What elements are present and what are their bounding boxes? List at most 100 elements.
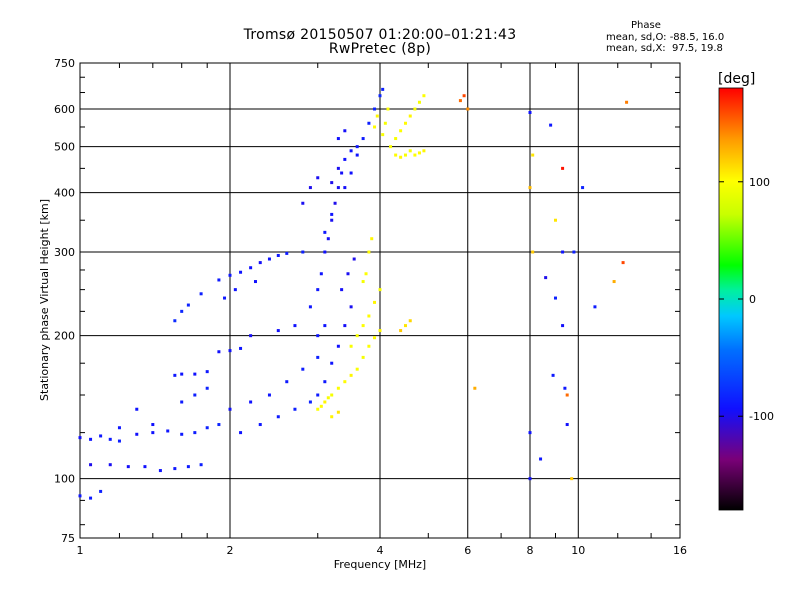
echo-point: [361, 280, 365, 284]
chart-title: Tromsø 20150507 01:20:00–01:21:43: [243, 27, 517, 43]
echo-point: [561, 166, 565, 170]
echo-point: [343, 157, 347, 161]
echo-point: [581, 186, 585, 190]
echo-point: [166, 429, 170, 433]
colorbar-ticks: 100 0 -100: [719, 176, 774, 423]
echo-point: [276, 415, 280, 419]
echo-point: [349, 305, 353, 309]
echo-point: [293, 324, 297, 328]
echo-point: [323, 230, 327, 234]
echo-point: [539, 457, 543, 461]
echo-point: [403, 324, 407, 328]
echo-point: [625, 100, 629, 104]
echo-point: [349, 149, 353, 153]
echo-point: [422, 149, 426, 153]
echo-point: [323, 324, 327, 328]
echo-point: [117, 439, 121, 443]
echo-point: [373, 125, 377, 129]
y-tick-label: 75: [61, 532, 75, 545]
echo-point: [458, 99, 462, 103]
echo-point: [308, 400, 312, 404]
echo-point: [367, 344, 371, 348]
echo-point: [186, 303, 190, 307]
echo-point: [323, 400, 327, 404]
y-tick-label: 600: [54, 103, 75, 116]
y-tick-label: 500: [54, 141, 75, 154]
echo-point: [173, 319, 177, 323]
x-tick-label: 10: [571, 544, 585, 557]
echo-point: [544, 276, 548, 280]
echo-point: [89, 496, 93, 500]
echo-point: [349, 373, 353, 377]
echo-point: [89, 437, 93, 441]
echo-point: [565, 393, 569, 397]
echo-point: [228, 273, 232, 277]
colorbar-tick-label: 0: [749, 293, 756, 306]
echo-point: [228, 407, 232, 411]
echo-point: [78, 436, 82, 440]
echo-point: [330, 181, 334, 185]
echo-point: [399, 155, 403, 159]
echo-point: [336, 186, 340, 190]
echo-point: [367, 121, 371, 125]
echo-point: [462, 94, 466, 98]
echo-points: [78, 87, 629, 500]
echo-point: [561, 324, 565, 328]
echo-point: [108, 437, 112, 441]
echo-point: [373, 107, 377, 111]
echo-point: [330, 415, 334, 419]
echo-point: [249, 334, 253, 338]
echo-point: [570, 477, 574, 481]
echo-point: [528, 110, 532, 114]
echo-point: [258, 261, 262, 265]
echo-point: [239, 346, 243, 350]
echo-point: [381, 87, 385, 91]
y-tick-label: 200: [54, 330, 75, 343]
echo-point: [408, 114, 412, 118]
echo-point: [336, 344, 340, 348]
echo-point: [355, 367, 359, 371]
x-tick-label: 16: [673, 544, 687, 557]
echo-point: [233, 288, 237, 292]
echo-point: [301, 250, 305, 254]
echo-point: [373, 300, 377, 304]
echo-point: [193, 393, 197, 397]
echo-point: [355, 145, 359, 149]
echo-point: [239, 431, 243, 435]
echo-point: [135, 432, 139, 436]
echo-point: [205, 426, 209, 430]
echo-point: [413, 153, 417, 157]
echo-point: [316, 176, 320, 180]
echo-point: [349, 171, 353, 175]
echo-point: [361, 324, 365, 328]
echo-point: [158, 469, 162, 473]
phase-mean-x: mean, sd,X: 97.5, 19.8: [606, 43, 723, 54]
echo-point: [89, 463, 93, 467]
echo-point: [117, 426, 121, 430]
echo-point: [336, 166, 340, 170]
echo-point: [285, 380, 289, 384]
echo-point: [340, 288, 344, 292]
echo-point: [612, 280, 616, 284]
echo-point: [336, 410, 340, 414]
echo-point: [370, 237, 374, 241]
echo-point: [316, 288, 320, 292]
echo-point: [361, 355, 365, 359]
echo-point: [417, 151, 421, 155]
y-tick-label: 100: [54, 473, 75, 486]
echo-point: [399, 129, 403, 133]
y-tick-label: 750: [54, 57, 75, 70]
echo-point: [316, 355, 320, 359]
echo-point: [549, 123, 553, 127]
echo-point: [563, 386, 567, 390]
echo-point: [180, 372, 184, 376]
echo-point: [151, 431, 155, 435]
echo-point: [180, 309, 184, 313]
echo-point: [316, 334, 320, 338]
echo-point: [343, 129, 347, 133]
echo-point: [308, 186, 312, 190]
echo-point: [352, 257, 356, 261]
echo-point: [276, 329, 280, 333]
echo-point: [239, 270, 243, 274]
